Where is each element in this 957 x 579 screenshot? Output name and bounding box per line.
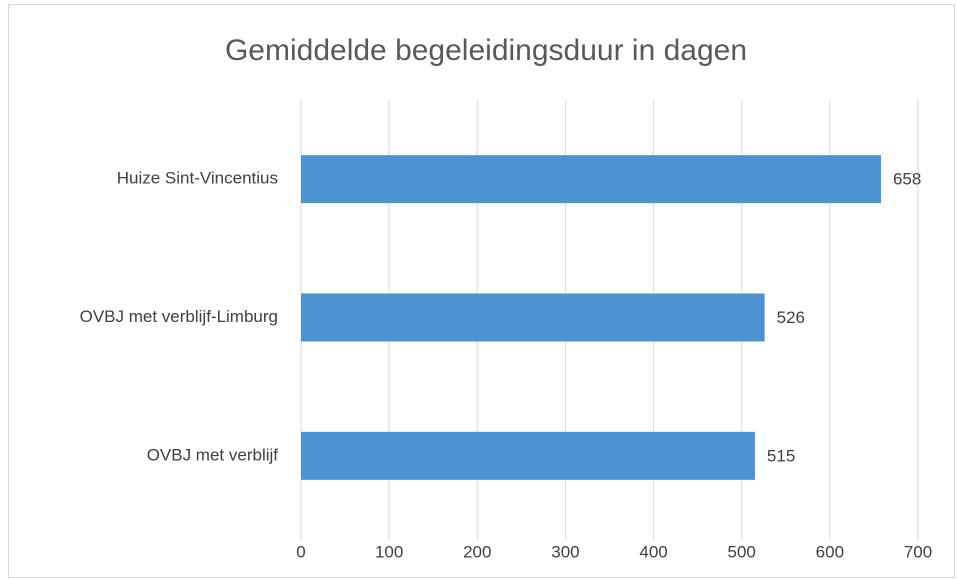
- x-tick-label: 500: [728, 542, 756, 561]
- data-label: 526: [777, 308, 805, 327]
- data-label: 515: [767, 446, 795, 465]
- x-tick-label: 200: [463, 542, 491, 561]
- x-tick-label: 100: [375, 542, 403, 561]
- chart-title: Gemiddelde begeleidingsduur in dagen: [225, 34, 747, 67]
- x-tick-label: 700: [904, 542, 932, 561]
- bar: [301, 293, 765, 342]
- bar: [301, 155, 881, 204]
- data-label: 658: [893, 170, 921, 189]
- x-tick-label: 300: [551, 542, 579, 561]
- bar: [301, 431, 755, 480]
- chart-border: [8, 4, 955, 578]
- x-tick-label: 400: [639, 542, 667, 561]
- y-tick-label: OVBJ met verblijf-Limburg: [80, 307, 278, 326]
- x-tick-label: 600: [816, 542, 844, 561]
- y-tick-label: Huize Sint-Vincentius: [117, 169, 278, 188]
- y-tick-label: OVBJ met verblijf: [147, 445, 279, 464]
- x-tick-label: 0: [296, 542, 305, 561]
